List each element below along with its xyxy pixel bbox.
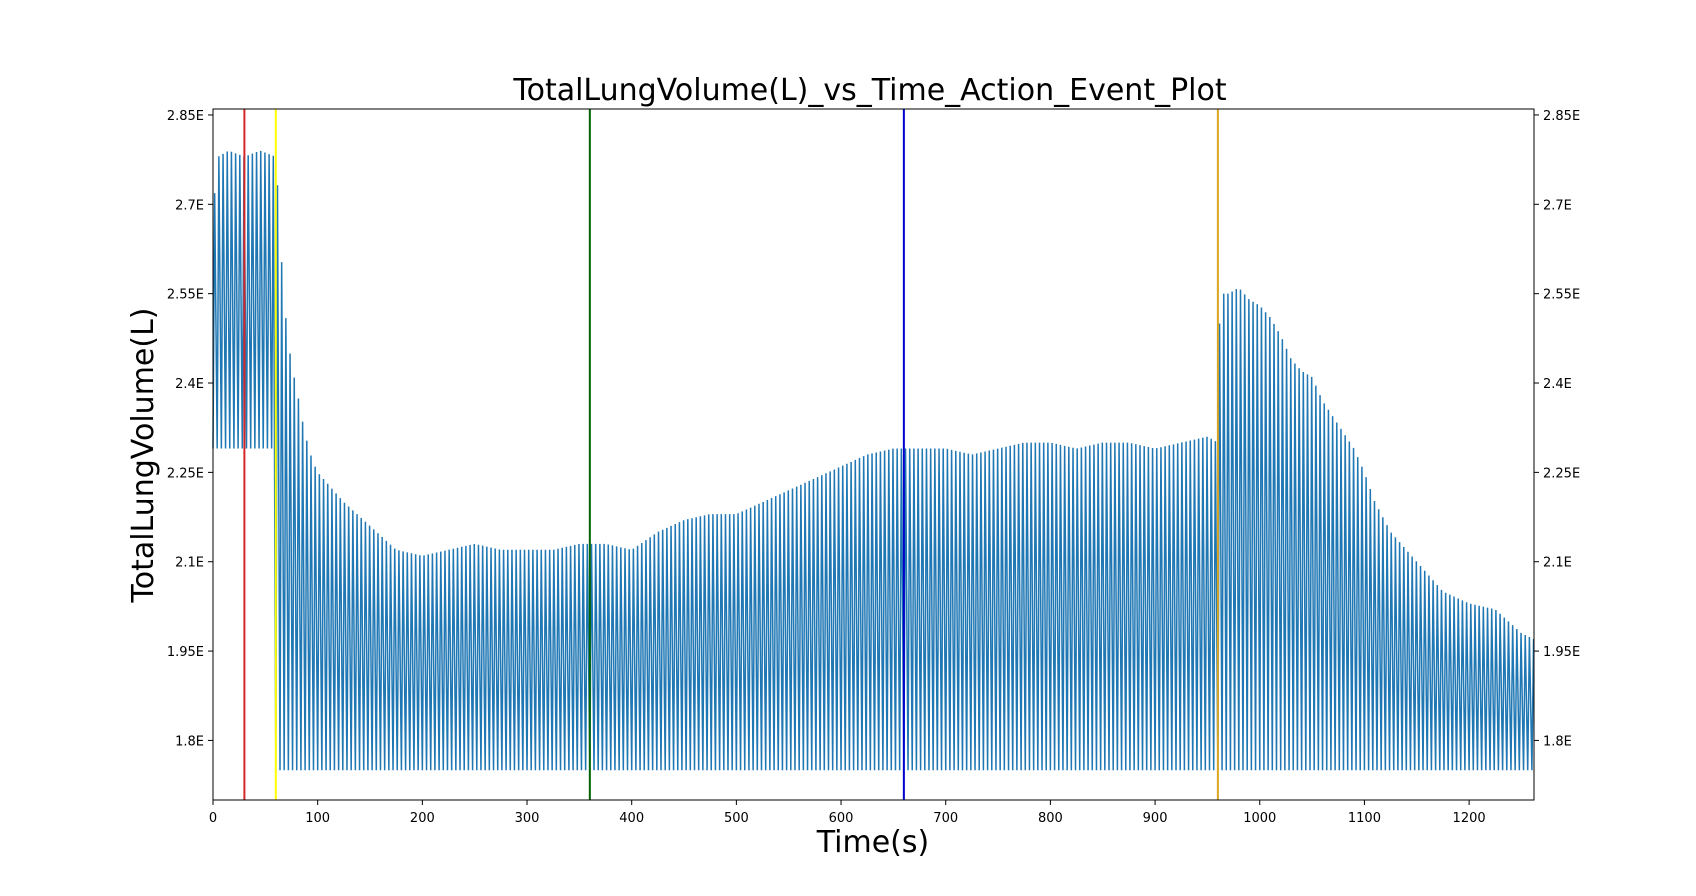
y-tick-label-left: 2.1E xyxy=(175,556,204,571)
x-tick-label: 1100 xyxy=(1348,811,1381,826)
x-tick-label: 900 xyxy=(1143,811,1168,826)
y-tick-label-left: 2.7E xyxy=(175,198,204,213)
y-axis-label: TotalLungVolume(L) xyxy=(126,307,161,603)
y-tick-label-left: 1.8E xyxy=(175,734,204,749)
x-tick-label: 400 xyxy=(619,811,644,826)
x-axis-label: Time(s) xyxy=(816,825,929,860)
series-line-0 xyxy=(212,150,1535,771)
y-tick-label-right: 1.8E xyxy=(1543,734,1572,749)
y-tick-label-left: 2.85E xyxy=(167,109,204,124)
y-tick-label-right: 2.55E xyxy=(1543,288,1580,303)
y-tick-label-right: 2.4E xyxy=(1543,377,1572,392)
x-tick-label: 700 xyxy=(933,811,958,826)
x-tick-label: 100 xyxy=(305,811,330,826)
x-tick-label: 500 xyxy=(724,811,749,826)
y-tick-label-left: 2.25E xyxy=(167,466,204,481)
x-tick-label: 800 xyxy=(1038,811,1063,826)
x-tick-label: 300 xyxy=(515,811,540,826)
y-tick-label-right: 2.85E xyxy=(1543,109,1580,124)
y-tick-label-left: 1.95E xyxy=(167,645,204,660)
x-tick-label: 1200 xyxy=(1453,811,1486,826)
y-tick-label-left: 2.4E xyxy=(175,377,204,392)
x-tick-label: 600 xyxy=(829,811,854,826)
plot-frame xyxy=(212,108,1535,801)
y-tick-label-left: 2.55E xyxy=(167,288,204,303)
y-tick-label-right: 2.1E xyxy=(1543,556,1572,571)
chart-title: TotalLungVolume(L)_vs_Time_Action_Event_… xyxy=(512,73,1226,108)
x-tick-label: 1000 xyxy=(1243,811,1276,826)
y-tick-label-right: 2.7E xyxy=(1543,198,1572,213)
y-tick-label-right: 2.25E xyxy=(1543,466,1580,481)
x-tick-label: 0 xyxy=(209,811,217,826)
y-tick-label-right: 1.95E xyxy=(1543,645,1580,660)
x-tick-label: 200 xyxy=(410,811,435,826)
